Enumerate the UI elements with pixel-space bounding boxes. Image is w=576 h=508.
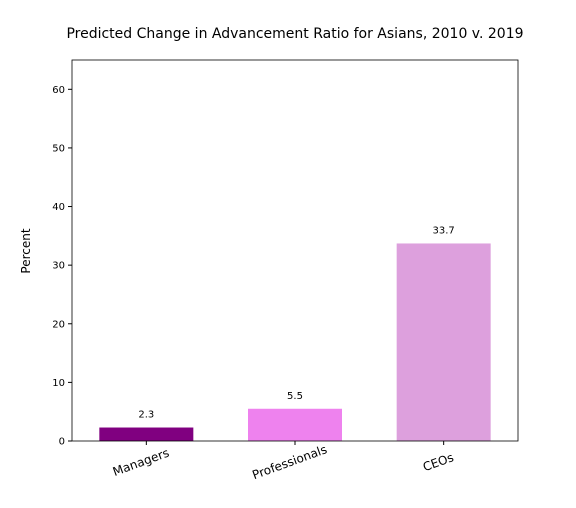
y-tick-label: 20 [52,319,65,330]
y-tick-label: 40 [52,202,65,213]
y-tick-label: 0 [59,437,65,448]
chart-title: Predicted Change in Advancement Ratio fo… [66,26,523,42]
y-tick-label: 50 [52,143,65,154]
y-tick-label: 60 [52,85,65,96]
data-label-professionals: 5.5 [287,391,303,402]
y-tick-label: 10 [52,378,65,389]
data-label-managers: 2.3 [138,410,154,421]
data-label-ceos: 33.7 [433,225,455,236]
bar-managers [99,427,194,441]
x-tick-label-professionals: Professionals [250,442,328,482]
y-axis-label: Percent [19,228,33,273]
plot-frame [71,59,519,442]
bar-ceos [396,243,491,441]
x-tick-label-managers: Managers [111,446,171,479]
bar-professionals [248,408,342,441]
y-tick-label: 30 [52,261,65,272]
plot-area: 2.3 Managers 5.5 Professionals 33.7 CEOs 0 10 20… [52,59,519,482]
x-tick-label-ceos: CEOs [421,450,456,474]
